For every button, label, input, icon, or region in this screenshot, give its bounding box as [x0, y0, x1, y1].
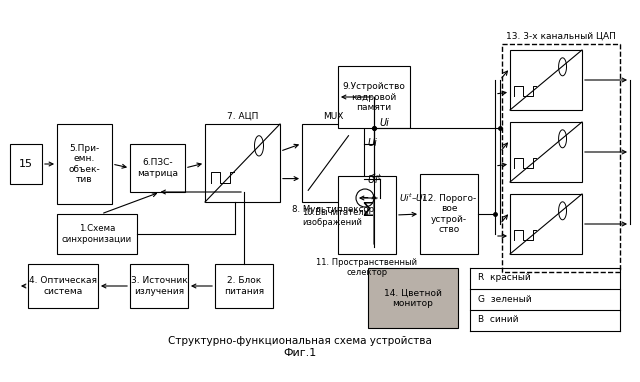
Text: Ui: Ui [367, 139, 377, 149]
Bar [368, 268, 458, 328]
Text: 6.ПЗС-
матрица: 6.ПЗС- матрица [137, 158, 178, 178]
Text: 8. Мультиплексор: 8. Мультиплексор [292, 205, 374, 214]
Text: 12. Порого-
вое
устрой-
ство: 12. Порого- вое устрой- ство [422, 194, 476, 234]
Text: –: – [362, 192, 369, 206]
Bar [205, 124, 280, 202]
Bar [420, 174, 478, 254]
Bar [10, 144, 42, 184]
Text: 14. Цветной
монитор: 14. Цветной монитор [384, 288, 442, 308]
Text: B  синий: B синий [478, 316, 518, 324]
Text: 7. АЦП: 7. АЦП [227, 112, 258, 121]
Bar [502, 44, 620, 272]
Bar [57, 214, 137, 254]
Text: 5.При-
емн.
объек-
тив: 5.При- емн. объек- тив [68, 144, 100, 184]
Text: G  зеленый: G зеленый [478, 295, 532, 304]
Bar [510, 194, 582, 254]
Text: 13. 3-х канальный ЦАП: 13. 3-х канальный ЦАП [506, 32, 616, 41]
Text: 2. Блок
питания: 2. Блок питания [224, 276, 264, 296]
Text: $Ui^t$: $Ui^t$ [367, 172, 383, 186]
Text: Σ: Σ [361, 201, 373, 220]
Text: MUX: MUX [323, 112, 343, 121]
Text: $Ui^t$–$Ui$: $Ui^t$–$Ui$ [399, 192, 427, 204]
Text: 3. Источник
излучения: 3. Источник излучения [131, 276, 188, 296]
Text: 15: 15 [19, 159, 33, 169]
Text: 11. Пространственный
селектор: 11. Пространственный селектор [317, 258, 417, 277]
Bar [215, 264, 273, 308]
Bar [338, 66, 410, 128]
Bar [28, 264, 98, 308]
Bar [510, 122, 582, 182]
Bar [57, 124, 112, 204]
Text: Ui: Ui [379, 118, 389, 128]
Text: 1.Схема
синхронизации: 1.Схема синхронизации [62, 224, 132, 244]
Bar [510, 50, 582, 110]
Bar [302, 124, 364, 202]
Bar [130, 144, 185, 192]
Text: Структурно-функциональная схема устройства: Структурно-функциональная схема устройст… [168, 336, 432, 346]
Text: 9.Устройство
кадровой
памяти: 9.Устройство кадровой памяти [342, 82, 405, 112]
Bar [338, 176, 396, 254]
Text: 4. Оптическая
система: 4. Оптическая система [29, 276, 97, 296]
Bar [130, 264, 188, 308]
Text: R  красный: R красный [478, 274, 531, 283]
Text: Фиг.1: Фиг.1 [284, 348, 317, 358]
Text: 10.Вычитатель
изображений: 10.Вычитатель изображений [302, 208, 369, 227]
